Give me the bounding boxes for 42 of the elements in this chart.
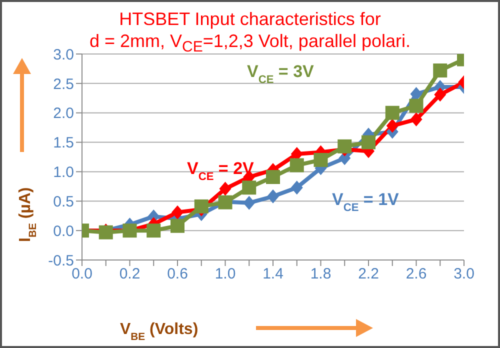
point [314,152,328,167]
point [434,88,446,102]
point [170,218,184,233]
y-tick-label: 1.0 [53,164,74,182]
y-tick-label: 3.0 [53,46,74,64]
point [146,224,161,238]
x-tick-label: 0.2 [119,266,140,283]
point [172,205,184,220]
x-axis-title: V$_{BE}$ (Volts) [120,321,198,342]
chart-title: HTSBET Input characteristics for [118,8,382,30]
chart-subtitle: d = 2mm, V$_{CE}$=1,2,3 Volt, parallel polari. [89,31,410,56]
y-tick-label: 0.5 [53,193,74,210]
x-tick-label: 0.6 [167,266,188,283]
point [243,196,256,210]
point [194,199,208,214]
point [338,139,352,154]
x-tick-label: 2.2 [358,266,379,283]
point [267,189,279,204]
x-tick-label: 1.8 [310,266,332,283]
point [386,118,398,133]
text: V$_{CE}$ = 3V [247,62,315,86]
point [219,182,232,196]
y-tick-label: 1.5 [53,134,74,152]
point [242,180,256,195]
x-tick-label: 2.6 [406,266,427,283]
point [409,98,424,113]
series-label: V$_{CE}$ = 1V [332,190,400,214]
point [290,180,303,195]
point [410,112,422,126]
point [362,135,376,150]
point [266,170,280,184]
x-tick-label: 1.4 [262,266,284,283]
y-tick-label: -0.5 [48,252,74,270]
y-tick-label: 2.5 [53,76,74,93]
x-tick-label: 3.0 [454,266,474,283]
x-tick-label: 0.0 [72,266,92,283]
y-tick-label: 2.0 [53,105,74,122]
y-tick-label: 0.0 [53,222,74,240]
point [385,106,400,120]
x-tick-label: 1.0 [214,266,236,283]
point [433,63,448,78]
point [290,158,304,172]
